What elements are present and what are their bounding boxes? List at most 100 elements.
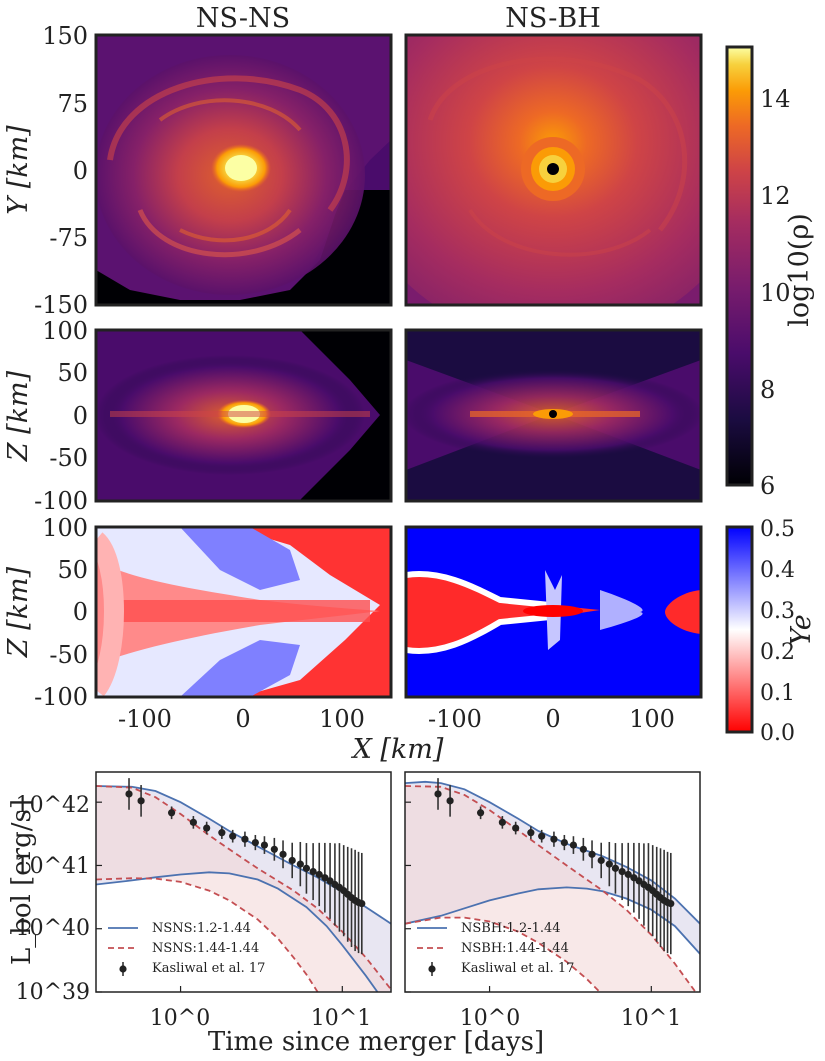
series-line-3 (96, 877, 319, 992)
obs-point (279, 850, 287, 858)
ytick-bot-50: 50 (57, 556, 88, 584)
ye-tick-0.4: 0.4 (760, 558, 795, 583)
obs-point (315, 870, 323, 879)
panel-nsns-density-xy (96, 35, 391, 305)
panel-nsbh-ye (406, 527, 701, 697)
panel-e-frame (94, 525, 393, 699)
obs-point (270, 845, 278, 853)
lc-xtick-right-1: 10^0 (460, 1006, 520, 1031)
ytick-top-75: 75 (57, 90, 88, 118)
lc-ytick-1e40: 10^40 (16, 916, 90, 941)
ye-tick-0.3: 0.3 (760, 599, 795, 624)
rho-tick-6: 6 (760, 472, 775, 500)
obs-point (476, 809, 485, 817)
obs-point (125, 790, 133, 798)
ytick-mid-neg100: -100 (34, 487, 88, 515)
obs-point (624, 870, 632, 879)
obs-point (321, 874, 329, 882)
obs-point (527, 829, 535, 837)
legend-label-2: Kasliwal et al. 17 (461, 961, 574, 976)
obs-point (137, 797, 145, 805)
obs-point (597, 856, 605, 865)
lc-xtick-left-10: 10^1 (311, 1006, 371, 1031)
obs-point (229, 832, 237, 840)
obs-point (167, 809, 176, 817)
ytick-mid-neg50: -50 (49, 444, 88, 472)
panel-nsbh-density-xy (406, 35, 701, 305)
title-nsbh: NS-BH (505, 3, 601, 34)
obs-point (588, 850, 596, 858)
lc-xlabel: Time since merger [days] (208, 1027, 544, 1057)
obs-point (446, 797, 454, 805)
panel-nsns-density-xz (96, 330, 391, 501)
panel-b-frame (404, 33, 703, 307)
xticks-density: -100 0 100 -100 0 100 (118, 705, 675, 733)
lc-yticks: 10^42 10^41 10^40 10^39 (16, 793, 90, 1005)
xlabel-x-km: X [km] (351, 734, 444, 765)
ytick-mid-0: 0 (73, 402, 88, 430)
lc-frame (95, 771, 392, 993)
ytick-mid-100: 100 (42, 317, 88, 345)
colorbar-ye-ticks: 0.5 0.4 0.3 0.2 0.1 0.0 (760, 517, 795, 746)
legend-label-0: NSBH:1.2-1.44 (461, 921, 561, 936)
lc-ytick-1e42: 10^42 (16, 793, 90, 818)
yticks-top: 150 75 0 -75 -150 (34, 22, 88, 319)
lc-xtick-right-10: 10^1 (621, 1006, 681, 1031)
obs-point (512, 824, 520, 832)
ylabel-z-km-bot: Z [km] (3, 566, 34, 658)
xtick-right-neg100: -100 (428, 705, 482, 733)
obs-point (630, 874, 638, 882)
obs-point (260, 841, 269, 849)
rho-tick-12: 12 (760, 182, 791, 210)
obs-point (550, 835, 558, 843)
obs-point (189, 818, 197, 826)
xtick-right-100: 100 (629, 705, 675, 733)
ytick-bot-neg100: -100 (34, 683, 88, 711)
obs-point (288, 856, 296, 865)
lc-legend: NSNS:1.2-1.44 NSNS:1.44-1.44 Kasliwal et a… (108, 921, 265, 976)
ytick-top-0: 0 (73, 157, 88, 185)
ylabel-z-km-mid: Z [km] (3, 370, 34, 462)
colorbar-ye-label: Ye (786, 614, 817, 645)
series-line-2 (405, 785, 697, 992)
ye-tick-0.1: 0.1 (760, 681, 795, 706)
yticks-bot: 100 50 0 -50 -100 (34, 514, 88, 711)
panel-nsbh-density-xz (406, 330, 701, 501)
ye-tick-0.5: 0.5 (760, 517, 795, 542)
obs-point (309, 867, 317, 876)
panel-nsns-ye (96, 527, 391, 697)
lc-legend: NSBH:1.2-1.44 NSBH:1.44-1.44 Kasliwal et a… (417, 921, 574, 976)
legend-label-1: NSNS:1.44-1.44 (152, 941, 259, 956)
obs-point (618, 867, 626, 876)
lc-ytick-1e39: 10^39 (16, 980, 90, 1005)
legend-label-0: NSNS:1.2-1.44 (152, 921, 251, 936)
colorbar-rho (725, 45, 754, 487)
ylabel-y-km: Y [km] (3, 125, 34, 215)
obs-point (434, 790, 442, 798)
band-fill-dashed (96, 786, 391, 992)
obs-point (611, 864, 620, 872)
obs-point (560, 838, 568, 847)
series-line-3 (405, 916, 601, 992)
yticks-mid: 100 50 0 -50 -100 (34, 317, 88, 515)
obs-point (251, 838, 259, 847)
obs-point (302, 864, 311, 872)
lc-ylabel: L_bol [erg/s] (7, 799, 37, 965)
ytick-bot-neg50: -50 (49, 641, 88, 669)
xtick-left-100: 100 (319, 705, 365, 733)
xtick-left-neg100: -100 (118, 705, 172, 733)
panel-d-frame (404, 328, 703, 503)
lightcurve-panel-nsbh: NSBH:1.2-1.44 NSBH:1.44-1.44 Kasliwal et a… (404, 771, 701, 993)
obs-point (218, 829, 226, 837)
obs-point (538, 832, 546, 840)
ytick-top-150: 150 (42, 22, 88, 50)
series-line-1 (405, 886, 700, 955)
panel-c-frame (94, 328, 393, 503)
obs-point (579, 845, 587, 853)
rho-tick-8: 8 (760, 376, 775, 404)
rho-tick-10: 10 (760, 279, 791, 307)
legend-swatch-obs (119, 965, 127, 973)
colorbar-rho-ticks: 14 12 10 8 6 (760, 85, 791, 500)
obs-point (498, 818, 506, 826)
